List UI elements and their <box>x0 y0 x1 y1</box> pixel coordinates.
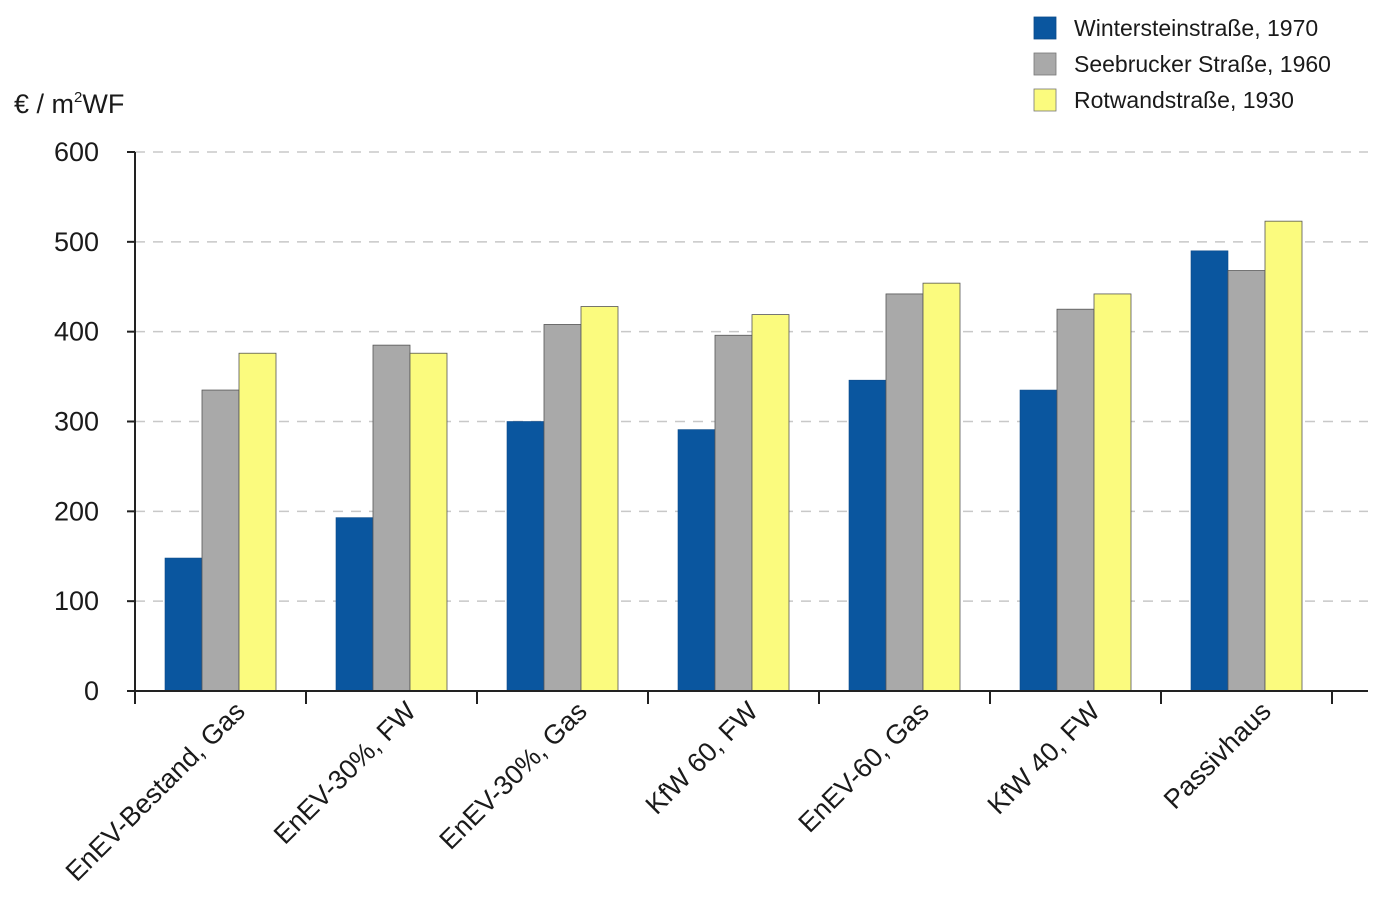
bar <box>1191 251 1228 691</box>
bar <box>165 558 202 691</box>
bar <box>849 380 886 691</box>
x-category-label: EnEV-Bestand, Gas <box>60 696 251 887</box>
y-tick-label: 200 <box>54 496 99 526</box>
bar <box>202 390 239 691</box>
bar <box>373 345 410 691</box>
bar <box>1057 309 1094 691</box>
x-category-label: EnEV-30%, FW <box>268 696 422 850</box>
legend-label: Rotwandstraße, 1930 <box>1074 87 1294 113</box>
bars-layer <box>165 221 1302 691</box>
legend-swatch <box>1034 89 1056 111</box>
y-tick-label: 100 <box>54 586 99 616</box>
bar <box>1265 221 1302 691</box>
y-tick-label: 300 <box>54 407 99 437</box>
bar <box>507 422 544 692</box>
y-tick-label: 400 <box>54 317 99 347</box>
bar <box>336 518 373 691</box>
bar <box>715 335 752 691</box>
bar <box>410 353 447 691</box>
bar <box>886 294 923 691</box>
bar <box>544 324 581 691</box>
y-tick-label: 0 <box>84 676 99 706</box>
y-tick-label: 500 <box>54 227 99 257</box>
x-category-label: EnEV-30%, Gas <box>434 696 593 855</box>
x-category-label: KfW 60, FW <box>640 696 764 820</box>
bar <box>239 353 276 691</box>
bar <box>1020 390 1057 691</box>
legend-label: Seebrucker Straße, 1960 <box>1074 51 1331 77</box>
legend-swatch <box>1034 53 1056 75</box>
legend: Wintersteinstraße, 1970 Seebrucker Straße… <box>1034 15 1331 113</box>
bar <box>678 430 715 691</box>
bar <box>1094 294 1131 691</box>
legend-swatch <box>1034 17 1056 39</box>
x-category-label: KfW 40, FW <box>982 696 1106 820</box>
y-tick-label: 600 <box>54 137 99 167</box>
x-category-label: Passivhaus <box>1158 696 1277 815</box>
bar <box>752 315 789 691</box>
bar <box>1228 271 1265 691</box>
bar <box>923 283 960 691</box>
bar <box>581 307 618 691</box>
x-category-label: EnEV-60, Gas <box>793 696 935 838</box>
y-axis-label: € / m2WF <box>14 89 124 119</box>
legend-label: Wintersteinstraße, 1970 <box>1074 15 1318 41</box>
